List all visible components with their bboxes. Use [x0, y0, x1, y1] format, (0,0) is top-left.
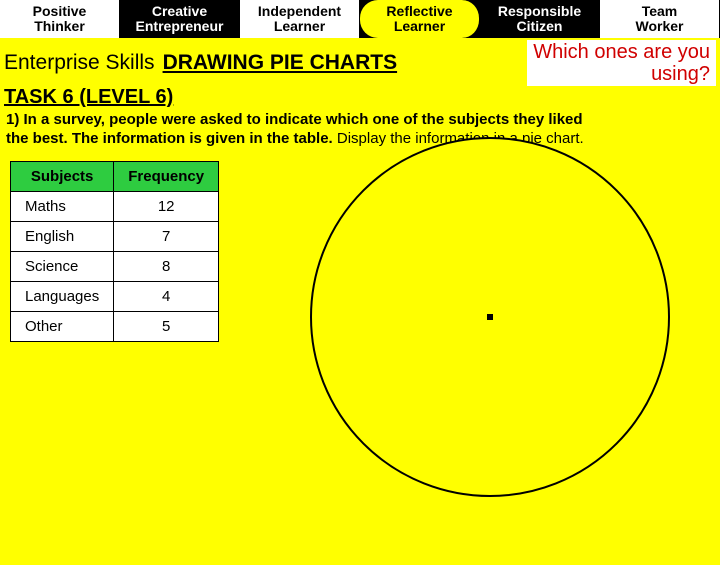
- which-ones-line: using?: [533, 63, 710, 85]
- table-cell: Maths: [11, 191, 114, 221]
- skill-label: Learner: [274, 19, 325, 34]
- skill-label: Reflective: [386, 4, 452, 19]
- skill-positive-thinker: Positive Thinker: [0, 0, 120, 38]
- skill-label: Citizen: [517, 19, 563, 34]
- pie-circle: [310, 137, 670, 497]
- table-cell: English: [11, 221, 114, 251]
- title-row: Enterprise Skills DRAWING PIE CHARTS Whi…: [0, 38, 720, 86]
- table-header: Frequency: [114, 161, 219, 191]
- table-cell: 8: [114, 251, 219, 281]
- skill-label: Team: [642, 4, 678, 19]
- question-line: In a survey, people were asked to indica…: [24, 111, 583, 128]
- skill-label: Independent: [258, 4, 341, 19]
- skills-row: Positive Thinker Creative Entrepreneur I…: [0, 0, 720, 38]
- skill-label: Creative: [152, 4, 207, 19]
- table-cell: 7: [114, 221, 219, 251]
- question-number: 1): [6, 111, 19, 128]
- skill-reflective-learner: Reflective Learner: [360, 0, 480, 38]
- skill-label: Responsible: [498, 4, 581, 19]
- skill-responsible-citizen: Responsible Citizen: [480, 0, 600, 38]
- table-cell: 5: [114, 311, 219, 341]
- drawing-pie-charts-title: DRAWING PIE CHARTS: [163, 51, 398, 75]
- table-cell: 4: [114, 281, 219, 311]
- table-header: Subjects: [11, 161, 114, 191]
- table-cell: Other: [11, 311, 114, 341]
- enterprise-skills-label: Enterprise Skills: [4, 51, 155, 75]
- skill-independent-learner: Independent Learner: [240, 0, 360, 38]
- pie-chart-container: [310, 137, 690, 517]
- content-area: Subjects Frequency Maths 12 English 7 Sc…: [0, 155, 720, 565]
- table-row: Other 5: [11, 311, 219, 341]
- table-row: Languages 4: [11, 281, 219, 311]
- which-ones-line: Which ones are you: [533, 41, 710, 63]
- table-cell: 12: [114, 191, 219, 221]
- skill-label: Positive: [33, 4, 87, 19]
- skill-label: Worker: [636, 19, 684, 34]
- skill-label: Thinker: [34, 19, 85, 34]
- skill-label: Learner: [394, 19, 445, 34]
- table-header-row: Subjects Frequency: [11, 161, 219, 191]
- table-row: English 7: [11, 221, 219, 251]
- table-row: Science 8: [11, 251, 219, 281]
- table-cell: Science: [11, 251, 114, 281]
- table-cell: Languages: [11, 281, 114, 311]
- pie-center-dot: [487, 314, 493, 320]
- skill-creative-entrepreneur: Creative Entrepreneur: [120, 0, 240, 38]
- skill-label: Entrepreneur: [136, 19, 224, 34]
- question-line: the best. The information is given in th…: [6, 130, 333, 147]
- task-title: TASK 6 (LEVEL 6): [4, 86, 173, 108]
- which-ones-box: Which ones are you using?: [527, 40, 716, 86]
- task-row: TASK 6 (LEVEL 6): [0, 86, 720, 109]
- skill-team-worker: Team Worker: [600, 0, 720, 38]
- frequency-table: Subjects Frequency Maths 12 English 7 Sc…: [10, 161, 219, 342]
- table-row: Maths 12: [11, 191, 219, 221]
